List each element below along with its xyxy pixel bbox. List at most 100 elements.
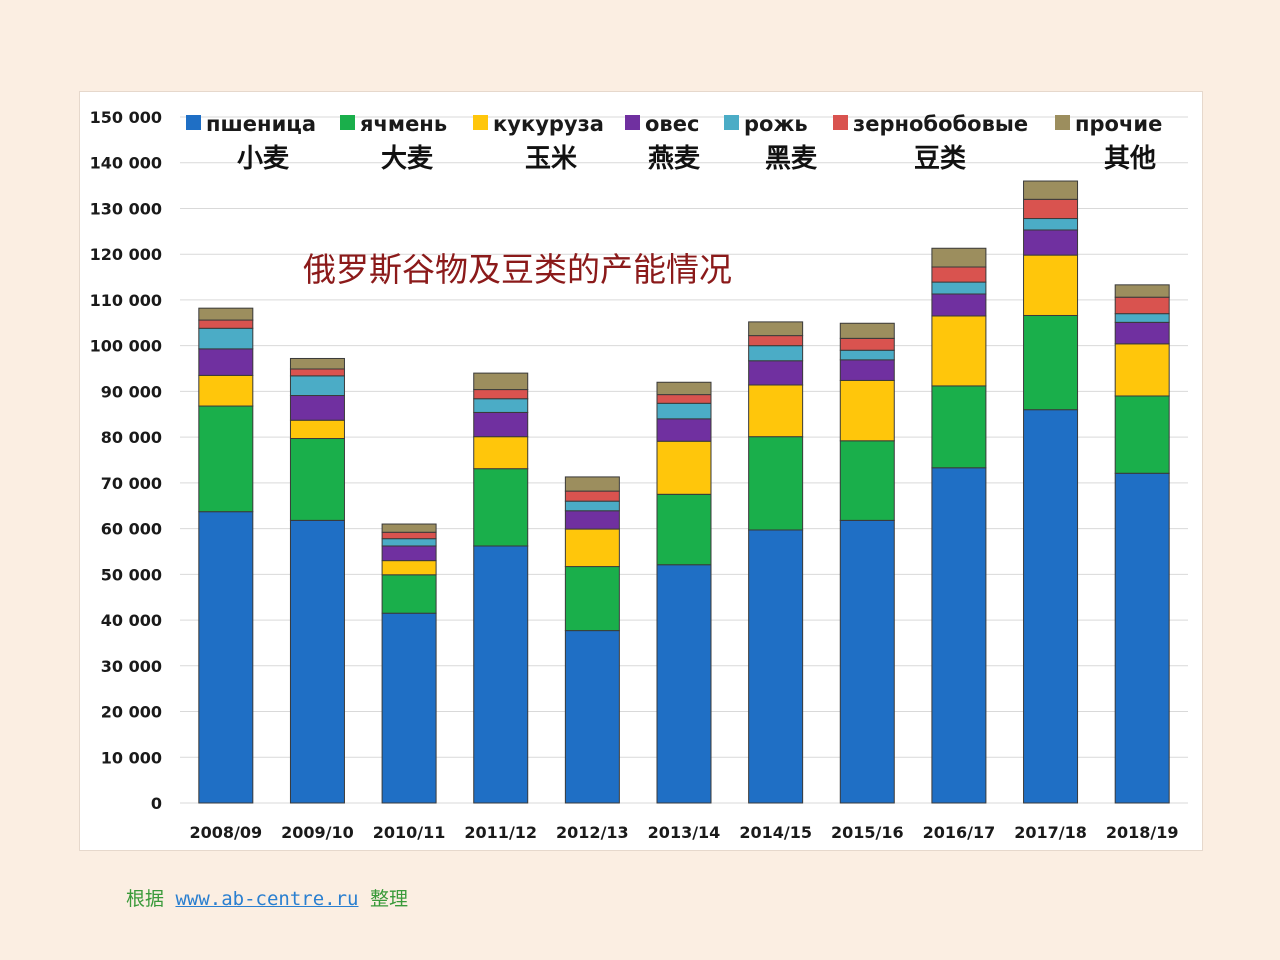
y-tick-label: 90 000 [101,382,162,401]
x-tick-label: 2014/15 [739,823,812,842]
chart-title: 俄罗斯谷物及豆类的产能情况 [303,250,732,289]
y-tick-label: 40 000 [101,611,162,630]
source-link[interactable]: www.ab-centre.ru [175,888,359,910]
y-tick-label: 130 000 [90,199,162,218]
bar-segment [1114,472,1170,804]
stacked-bar-chart: 0 10 000 20 000 30 000 40 000 50 000 60 000 70 … [90,108,1188,842]
bar-segment [748,335,804,347]
bar-segment [564,476,620,492]
bar-segment [198,319,254,329]
bar-segment [381,574,437,614]
bar-segment [748,436,804,531]
bar-segment [198,511,254,804]
legend-label-cn: 黑麦 [765,144,818,174]
y-tick-label: 50 000 [101,565,162,584]
bar-segment [656,418,712,442]
legend-label-cn: 玉米 [525,144,577,174]
bar-segment [289,375,345,397]
bar-segment [931,293,987,317]
bar-segment [748,321,804,337]
bar-segment [473,398,529,413]
bar-segment [198,374,254,407]
bar-segment [564,500,620,512]
legend-label: овес [645,112,699,136]
x-tick-label: 2011/12 [464,823,537,842]
x-tick-label: 2015/16 [831,823,904,842]
bar-segment [381,531,437,540]
y-tick-label: 60 000 [101,520,162,539]
bar-segment [564,566,620,632]
x-tick-label: 2009/10 [281,823,354,842]
bar-segment [931,281,987,295]
x-tick-label: 2008/09 [189,823,262,842]
bar-segment [1023,180,1079,200]
x-tick-label: 2016/17 [923,823,996,842]
y-tick-label: 110 000 [90,291,162,310]
bar-segment [748,384,804,438]
bar-segment [1023,314,1079,411]
y-tick-label: 140 000 [90,154,162,173]
bar-segment [473,468,529,547]
bar-segment [1114,343,1170,397]
legend: пшеница ячмень кукуруза овес рожь зернобобовы… [186,112,1162,174]
bar-segment [931,385,987,469]
bar-segment [839,349,895,361]
bar-segment [289,368,345,377]
legend-label-cn: 豆类 [914,144,966,174]
legend-label-cn: 大麦 [381,144,434,174]
bar-segment [1114,395,1170,474]
legend-label: кукуруза [493,112,604,136]
legend-swatch [1055,115,1070,130]
legend-label: рожь [744,112,808,136]
bar-segment [931,467,987,804]
bar-segment [931,247,987,268]
bar-segment [839,337,895,351]
bar-segment [656,493,712,566]
legend-label: прочие [1075,112,1162,136]
bar-segment [1114,284,1170,298]
bar-segment [656,381,712,396]
bar-segment [381,560,437,576]
legend-swatch [833,115,848,130]
bar-segment [839,379,895,442]
legend-swatch [186,115,201,130]
x-tick-label: 2012/13 [556,823,629,842]
legend-label-cn: 小麦 [237,144,290,174]
legend-swatch [473,115,488,130]
bar-segment [381,538,437,547]
bar-segment [1023,229,1079,256]
y-tick-label: 20 000 [101,703,162,722]
y-tick-label: 100 000 [90,337,162,356]
bar-segment [381,612,437,804]
bar-segment [656,394,712,404]
bar-segment [289,357,345,370]
legend-label: ячмень [360,112,447,136]
source-prefix: 根据 [126,888,165,910]
bar-segment [931,315,987,387]
y-tick-label: 120 000 [90,245,162,264]
y-tick-label: 150 000 [90,108,162,127]
bar-segment [1023,218,1079,231]
bar-segment [839,440,895,521]
axes: 0 10 000 20 000 30 000 40 000 50 000 60 000 70 … [90,108,1179,842]
bar-segment [564,528,620,568]
x-tick-label: 2017/18 [1014,823,1087,842]
bar-segment [1114,313,1170,323]
bar-segment [289,438,345,521]
bar-segment [1023,409,1079,804]
bar-segment [1114,296,1170,315]
source-note: 根据 www.ab-centre.ru 整理 [126,884,408,911]
bar-segment [198,348,254,376]
y-tick-label: 80 000 [101,428,162,447]
legend-swatch [340,115,355,130]
bar-segment [381,523,437,533]
bar-segment [748,529,804,804]
bar-segment [564,490,620,502]
legend-label: пшеница [206,112,316,136]
bar-segment [839,322,895,339]
bar-segment [748,345,804,362]
bar-segment [839,359,895,381]
bar-segment [656,564,712,804]
bars [198,180,1170,804]
legend-label-cn: 其他 [1104,144,1156,174]
